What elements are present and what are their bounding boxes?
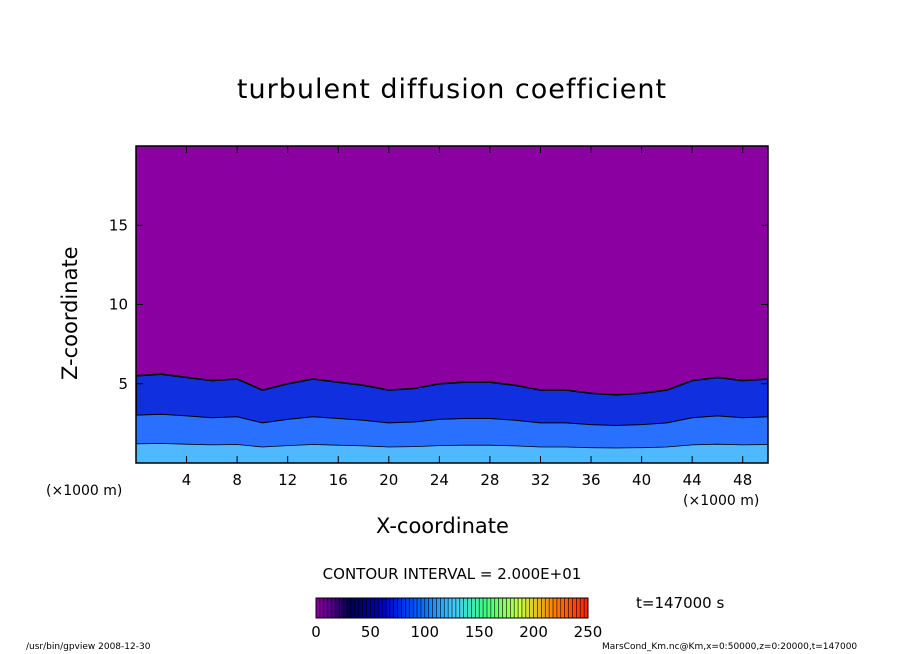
x-tick-label: 8 xyxy=(232,471,242,489)
footer-right: MarsCond_Km.nc@Km,x=0:50000,z=0:20000,t=… xyxy=(602,642,858,652)
time-label: t=147000 s xyxy=(636,594,725,612)
mixed-layer-contour xyxy=(136,373,768,463)
y-tick-label: 15 xyxy=(109,216,128,234)
colorbar-frame xyxy=(315,597,589,619)
x-tick-label: 24 xyxy=(430,471,449,489)
x-axis-unit-left: (×1000 m) xyxy=(46,483,123,499)
x-tick-label: 20 xyxy=(379,471,398,489)
x-axis-label: X-coordinate xyxy=(376,514,509,538)
y-tick-label: 5 xyxy=(118,375,128,393)
x-tick-label: 4 xyxy=(182,471,192,489)
chart-title: turbulent diffusion coefficient xyxy=(236,74,668,105)
y-tick-label: 10 xyxy=(109,296,128,314)
x-tick-label: 12 xyxy=(278,471,297,489)
footer-left: /usr/bin/gpview 2008-12-30 xyxy=(26,642,151,652)
core-contour-band xyxy=(136,443,768,463)
x-tick-label: 44 xyxy=(683,471,702,489)
x-tick-label: 16 xyxy=(329,471,348,489)
colorbar-tick-label: 50 xyxy=(361,623,380,641)
colorbar-tick-label: 0 xyxy=(311,623,321,641)
colorbar-tick-label: 200 xyxy=(519,623,548,641)
x-tick-label: 48 xyxy=(733,471,752,489)
colorbar-tick-label: 250 xyxy=(574,623,603,641)
contour-interval-label: CONTOUR INTERVAL = 2.000E+01 xyxy=(322,565,582,583)
x-tick-label: 32 xyxy=(531,471,550,489)
colorbar-tick-label: 150 xyxy=(465,623,494,641)
x-tick-label: 36 xyxy=(581,471,600,489)
x-tick-label: 28 xyxy=(480,471,499,489)
colorbar-tick-label: 100 xyxy=(410,623,439,641)
x-axis-unit-right: (×1000 m) xyxy=(683,493,760,509)
x-tick-label: 40 xyxy=(632,471,651,489)
y-axis-label: Z-coordinate xyxy=(58,246,82,380)
